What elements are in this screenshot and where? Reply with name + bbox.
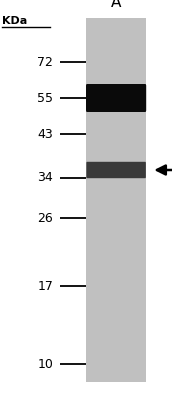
FancyBboxPatch shape [86,84,146,112]
Text: KDa: KDa [2,16,27,26]
Text: A: A [111,0,121,10]
FancyBboxPatch shape [86,162,146,178]
Text: 17: 17 [37,280,53,292]
Text: 10: 10 [37,358,53,370]
Text: 26: 26 [37,212,53,224]
Text: 55: 55 [37,92,53,104]
Text: 72: 72 [37,56,53,68]
Bar [86,18,146,382]
Text: 34: 34 [37,172,53,184]
Text: 43: 43 [37,128,53,140]
